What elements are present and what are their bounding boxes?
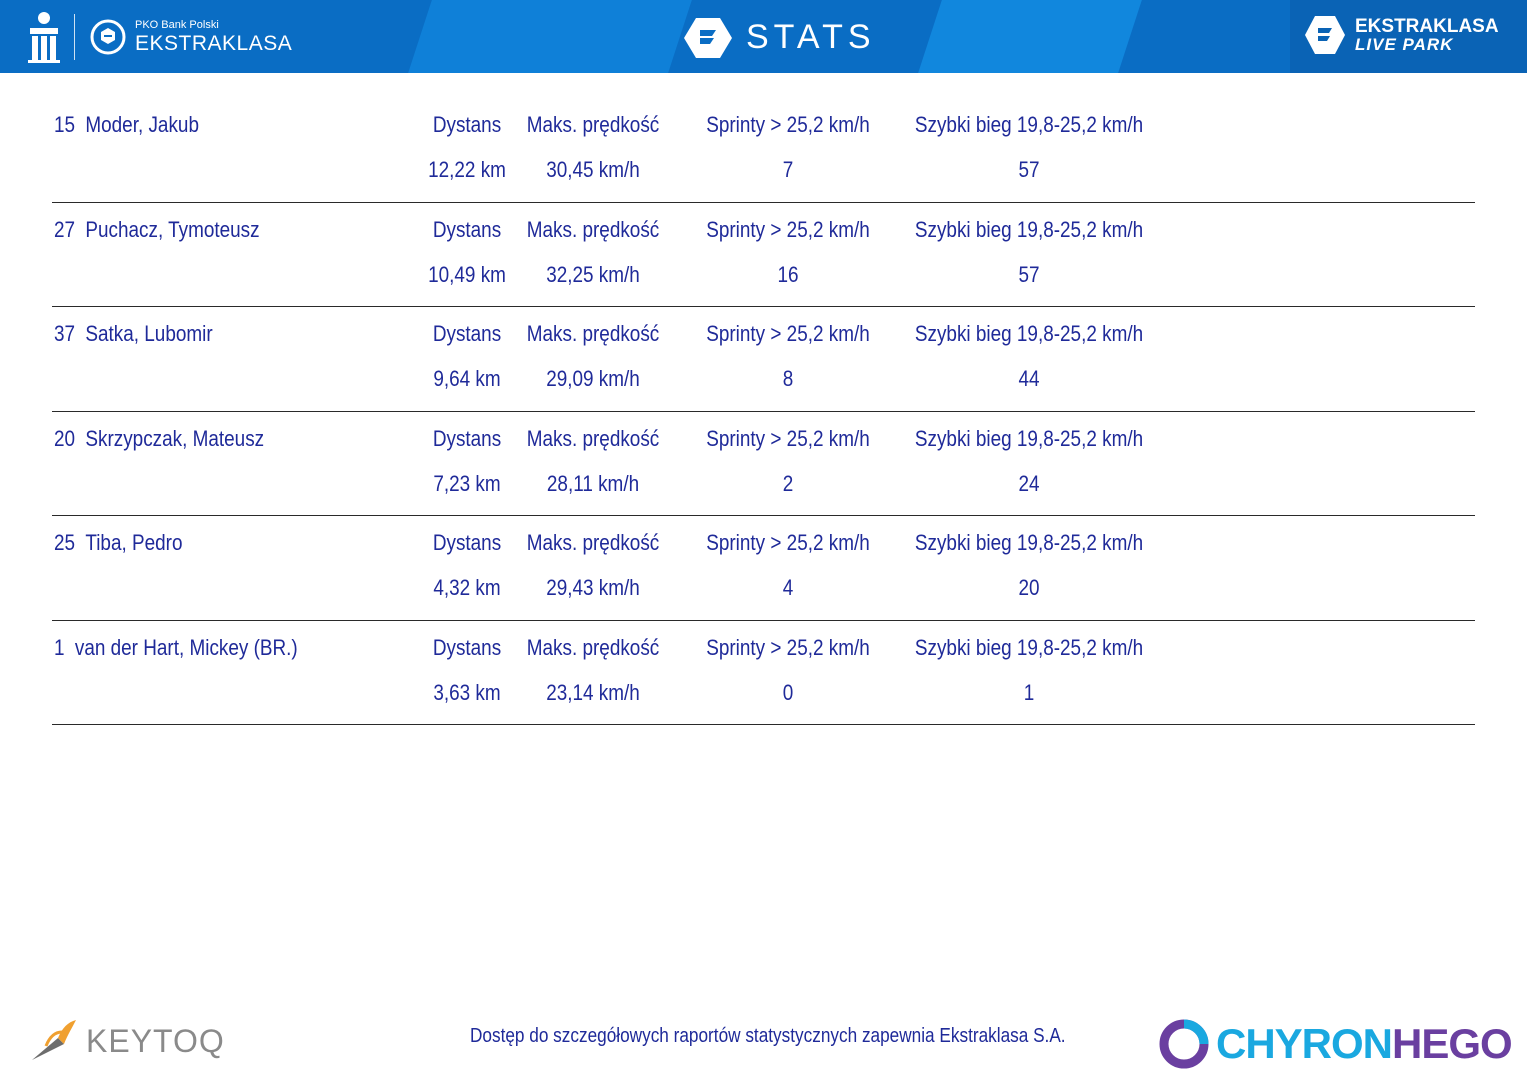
chyronhego-icon — [1159, 1019, 1209, 1069]
pko-bank-icon — [28, 12, 60, 63]
value-distance: 7,23 km — [433, 470, 501, 496]
ekstraklasa-ball-icon — [90, 19, 126, 55]
table-row: 15 Moder, Jakub Dystans 12,22 km Maks. prędk… — [52, 98, 1475, 203]
header-decor-band — [408, 0, 692, 73]
value-sprints: 8 — [782, 366, 794, 391]
value-fast-runs: 44 — [1018, 366, 1040, 391]
value-max-speed: 30,45 km/h — [546, 157, 640, 182]
live-park-top: EKSTRAKLASA — [1355, 16, 1499, 37]
footer-note: Dostęp do szczegółowych raportów statyst… — [470, 1025, 1066, 1047]
ekstraklasa-e-icon — [684, 18, 732, 58]
value-fast-runs: 57 — [1018, 261, 1040, 287]
value-max-speed: 23,14 km/h — [546, 679, 640, 705]
player-number: 20 — [54, 425, 76, 451]
value-max-speed: 28,11 km/h — [546, 470, 640, 496]
value-sprints: 4 — [782, 575, 794, 600]
value-max-speed: 32,25 km/h — [546, 261, 640, 287]
column-label-max-speed: Maks. prędkość — [526, 112, 660, 137]
value-max-speed: 29,09 km/h — [546, 366, 640, 391]
value-distance: 4,32 km — [433, 575, 501, 600]
column-label-sprints: Sprinty > 25,2 km/h — [706, 425, 870, 451]
column-label-max-speed: Maks. prędkość — [526, 634, 660, 660]
value-sprints: 2 — [782, 470, 794, 496]
header-bar: PKO Bank Polski EKSTRAKLASA STATS EKSTRA… — [0, 0, 1527, 73]
player-number: 25 — [54, 530, 76, 555]
table-row: 1 van der Hart, Mickey (BR.) Dystans 3,63 k… — [52, 621, 1475, 725]
column-label-distance: Dystans — [432, 216, 502, 242]
player-name: 15 Moder, Jakub — [54, 112, 199, 138]
player-name: 27 Puchacz, Tymoteusz — [54, 217, 260, 243]
column-label-fast-runs: Szybki bieg 19,8-25,2 km/h — [914, 634, 1144, 660]
table-row: 37 Satka, Lubomir Dystans 9,64 km Maks. pręd… — [52, 307, 1475, 412]
column-label-sprints: Sprinty > 25,2 km/h — [706, 216, 870, 242]
player-number: 1 — [54, 634, 65, 660]
column-label-max-speed: Maks. prędkość — [526, 321, 660, 346]
league-logo: PKO Bank Polski EKSTRAKLASA — [24, 8, 292, 66]
player-number: 37 — [54, 321, 76, 346]
value-distance: 10,49 km — [428, 261, 506, 287]
value-sprints: 0 — [782, 679, 794, 705]
player-number: 27 — [54, 216, 76, 242]
column-label-sprints: Sprinty > 25,2 km/h — [706, 112, 870, 137]
column-label-sprints: Sprinty > 25,2 km/h — [706, 321, 870, 346]
player-name: 37 Satka, Lubomir — [54, 321, 213, 347]
column-label-fast-runs: Szybki bieg 19,8-25,2 km/h — [914, 530, 1144, 555]
column-label-fast-runs: Szybki bieg 19,8-25,2 km/h — [914, 112, 1144, 137]
value-fast-runs: 57 — [1018, 157, 1040, 182]
stats-title-block: STATS — [684, 14, 876, 60]
player-full-name: Moder, Jakub — [85, 112, 199, 137]
player-full-name: Satka, Lubomir — [85, 321, 213, 346]
column-label-distance: Dystans — [432, 425, 502, 451]
column-label-distance: Dystans — [432, 321, 502, 346]
sponsor-text: PKO Bank Polski — [135, 19, 219, 31]
column-label-sprints: Sprinty > 25,2 km/h — [706, 634, 870, 660]
value-distance: 9,64 km — [433, 366, 501, 391]
value-fast-runs: 20 — [1018, 575, 1040, 600]
column-label-fast-runs: Szybki bieg 19,8-25,2 km/h — [914, 321, 1144, 346]
logo-divider — [74, 14, 75, 60]
player-name: 1 van der Hart, Mickey (BR.) — [54, 635, 298, 661]
live-park-bottom: LIVE PARK — [1355, 35, 1454, 54]
table-row: 25 Tiba, Pedro Dystans 4,32 km Maks. prędkoś… — [52, 516, 1475, 621]
column-label-max-speed: Maks. prędkość — [526, 216, 660, 242]
chyron-text: CHYRON — [1216, 1020, 1393, 1067]
value-sprints: 7 — [782, 157, 794, 182]
value-distance: 3,63 km — [433, 679, 501, 705]
ekstraklasa-e-icon — [1305, 16, 1345, 54]
column-label-distance: Dystans — [432, 634, 502, 660]
column-label-distance: Dystans — [432, 112, 502, 137]
player-number: 15 — [54, 112, 76, 137]
value-max-speed: 29,43 km/h — [546, 575, 640, 600]
chyronhego-logo: CHYRONHEGO — [1156, 1016, 1513, 1072]
column-label-fast-runs: Szybki bieg 19,8-25,2 km/h — [914, 216, 1144, 242]
value-distance: 12,22 km — [428, 157, 506, 182]
player-full-name: van der Hart, Mickey (BR.) — [74, 634, 298, 660]
page-title: STATS — [746, 17, 876, 56]
player-full-name: Tiba, Pedro — [85, 530, 183, 555]
table-row: 27 Puchacz, Tymoteusz Dystans 10,49 km Maks.… — [52, 203, 1475, 307]
keytoq-icon — [32, 1020, 76, 1060]
column-label-max-speed: Maks. prędkość — [526, 530, 660, 555]
value-fast-runs: 1 — [1023, 679, 1035, 705]
hego-text: HEGO — [1392, 1020, 1513, 1067]
player-full-name: Puchacz, Tymoteusz — [85, 216, 260, 242]
league-name: EKSTRAKLASA — [135, 32, 293, 55]
player-stats-table: 15 Moder, Jakub Dystans 12,22 km Maks. prędk… — [52, 98, 1475, 725]
keytoq-logo: KEYTOQ — [28, 1016, 225, 1066]
value-fast-runs: 24 — [1018, 470, 1040, 496]
value-sprints: 16 — [777, 261, 799, 287]
column-label-max-speed: Maks. prędkość — [526, 425, 660, 451]
keytoq-text: KEYTOQ — [86, 1022, 225, 1059]
column-label-sprints: Sprinty > 25,2 km/h — [706, 530, 870, 555]
player-full-name: Skrzypczak, Mateusz — [85, 425, 265, 451]
live-park-logo: EKSTRAKLASA LIVE PARK — [1305, 14, 1499, 56]
player-name: 25 Tiba, Pedro — [54, 530, 182, 556]
column-label-fast-runs: Szybki bieg 19,8-25,2 km/h — [914, 425, 1144, 451]
header-decor-band — [918, 0, 1142, 73]
player-name: 20 Skrzypczak, Mateusz — [54, 426, 264, 452]
column-label-distance: Dystans — [432, 530, 502, 555]
table-row: 20 Skrzypczak, Mateusz Dystans 7,23 km Maks.… — [52, 412, 1475, 516]
